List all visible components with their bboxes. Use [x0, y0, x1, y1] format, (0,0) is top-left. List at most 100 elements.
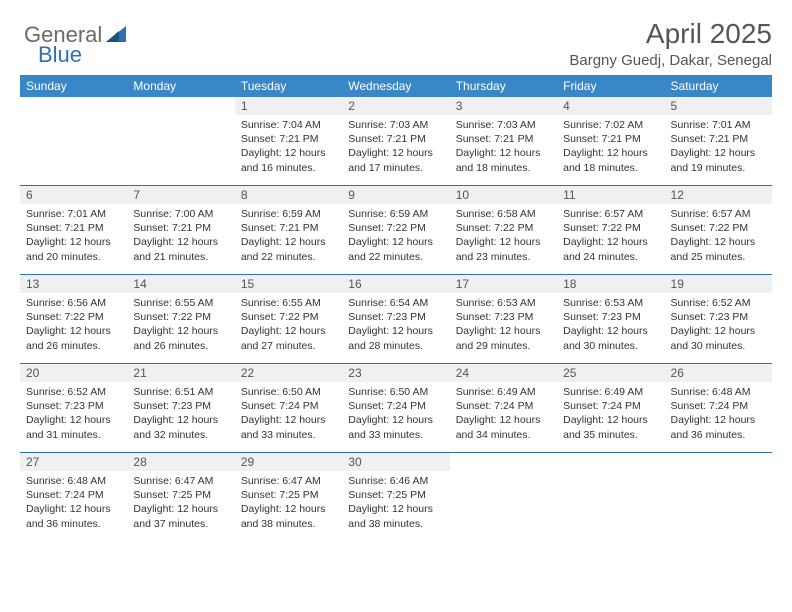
day-details: Sunrise: 6:50 AMSunset: 7:24 PMDaylight:…	[342, 382, 449, 446]
sunset-text: Sunset: 7:24 PM	[241, 399, 336, 413]
sunrise-text: Sunrise: 6:50 AM	[348, 385, 443, 399]
day-details: Sunrise: 6:59 AMSunset: 7:21 PMDaylight:…	[235, 204, 342, 268]
sunrise-text: Sunrise: 6:59 AM	[241, 207, 336, 221]
sunrise-text: Sunrise: 7:01 AM	[26, 207, 121, 221]
day-number: 6	[20, 186, 127, 204]
header: April 2025 Bargny Guedj, Dakar, Senegal	[20, 18, 772, 69]
day-number: 3	[450, 97, 557, 115]
sunrise-text: Sunrise: 6:47 AM	[241, 474, 336, 488]
day-details: Sunrise: 6:50 AMSunset: 7:24 PMDaylight:…	[235, 382, 342, 446]
day-number: 30	[342, 453, 449, 471]
weekday-header-row: Sunday Monday Tuesday Wednesday Thursday…	[20, 75, 772, 97]
day-number: 25	[557, 364, 664, 382]
calendar-day-cell: 9Sunrise: 6:59 AMSunset: 7:22 PMDaylight…	[342, 186, 449, 275]
day-details: Sunrise: 6:47 AMSunset: 7:25 PMDaylight:…	[127, 471, 234, 535]
sunset-text: Sunset: 7:22 PM	[563, 221, 658, 235]
weekday-header: Sunday	[20, 75, 127, 97]
calendar-day-cell: ..	[557, 453, 664, 542]
day-details: Sunrise: 6:49 AMSunset: 7:24 PMDaylight:…	[450, 382, 557, 446]
calendar-day-cell: 14Sunrise: 6:55 AMSunset: 7:22 PMDayligh…	[127, 275, 234, 364]
calendar-day-cell: 11Sunrise: 6:57 AMSunset: 7:22 PMDayligh…	[557, 186, 664, 275]
day-number: 22	[235, 364, 342, 382]
calendar-day-cell: 1Sunrise: 7:04 AMSunset: 7:21 PMDaylight…	[235, 97, 342, 186]
daylight-text: Daylight: 12 hours and 36 minutes.	[26, 502, 121, 530]
sunset-text: Sunset: 7:21 PM	[26, 221, 121, 235]
day-number: 5	[665, 97, 772, 115]
daylight-text: Daylight: 12 hours and 27 minutes.	[241, 324, 336, 352]
calendar-week-row: 20Sunrise: 6:52 AMSunset: 7:23 PMDayligh…	[20, 364, 772, 453]
calendar-day-cell: 3Sunrise: 7:03 AMSunset: 7:21 PMDaylight…	[450, 97, 557, 186]
day-details: Sunrise: 6:54 AMSunset: 7:23 PMDaylight:…	[342, 293, 449, 357]
day-details: Sunrise: 7:03 AMSunset: 7:21 PMDaylight:…	[342, 115, 449, 179]
daylight-text: Daylight: 12 hours and 18 minutes.	[456, 146, 551, 174]
daylight-text: Daylight: 12 hours and 18 minutes.	[563, 146, 658, 174]
sunset-text: Sunset: 7:23 PM	[563, 310, 658, 324]
calendar-day-cell: 29Sunrise: 6:47 AMSunset: 7:25 PMDayligh…	[235, 453, 342, 542]
weekday-header: Friday	[557, 75, 664, 97]
daylight-text: Daylight: 12 hours and 38 minutes.	[348, 502, 443, 530]
sunset-text: Sunset: 7:24 PM	[563, 399, 658, 413]
sunset-text: Sunset: 7:25 PM	[133, 488, 228, 502]
calendar-day-cell: 7Sunrise: 7:00 AMSunset: 7:21 PMDaylight…	[127, 186, 234, 275]
daylight-text: Daylight: 12 hours and 32 minutes.	[133, 413, 228, 441]
day-number: 13	[20, 275, 127, 293]
daylight-text: Daylight: 12 hours and 33 minutes.	[348, 413, 443, 441]
weekday-header: Tuesday	[235, 75, 342, 97]
brand-triangle-icon	[106, 26, 126, 42]
sunrise-text: Sunrise: 6:55 AM	[241, 296, 336, 310]
day-number: 9	[342, 186, 449, 204]
sunset-text: Sunset: 7:24 PM	[456, 399, 551, 413]
sunrise-text: Sunrise: 6:53 AM	[563, 296, 658, 310]
sunrise-text: Sunrise: 6:56 AM	[26, 296, 121, 310]
sunrise-text: Sunrise: 6:55 AM	[133, 296, 228, 310]
day-number: 28	[127, 453, 234, 471]
day-number: 21	[127, 364, 234, 382]
calendar-table: Sunday Monday Tuesday Wednesday Thursday…	[20, 75, 772, 541]
daylight-text: Daylight: 12 hours and 25 minutes.	[671, 235, 766, 263]
calendar-day-cell: 20Sunrise: 6:52 AMSunset: 7:23 PMDayligh…	[20, 364, 127, 453]
calendar-day-cell: 27Sunrise: 6:48 AMSunset: 7:24 PMDayligh…	[20, 453, 127, 542]
day-number: 15	[235, 275, 342, 293]
weekday-header: Monday	[127, 75, 234, 97]
sunrise-text: Sunrise: 6:54 AM	[348, 296, 443, 310]
calendar-day-cell: 4Sunrise: 7:02 AMSunset: 7:21 PMDaylight…	[557, 97, 664, 186]
sunset-text: Sunset: 7:22 PM	[671, 221, 766, 235]
sunset-text: Sunset: 7:21 PM	[348, 132, 443, 146]
calendar-day-cell: 13Sunrise: 6:56 AMSunset: 7:22 PMDayligh…	[20, 275, 127, 364]
day-number: 27	[20, 453, 127, 471]
calendar-day-cell: ..	[450, 453, 557, 542]
day-number: 23	[342, 364, 449, 382]
daylight-text: Daylight: 12 hours and 35 minutes.	[563, 413, 658, 441]
sunset-text: Sunset: 7:23 PM	[671, 310, 766, 324]
sunrise-text: Sunrise: 6:47 AM	[133, 474, 228, 488]
calendar-day-cell: 26Sunrise: 6:48 AMSunset: 7:24 PMDayligh…	[665, 364, 772, 453]
day-number: 24	[450, 364, 557, 382]
sunrise-text: Sunrise: 6:50 AM	[241, 385, 336, 399]
weekday-header: Wednesday	[342, 75, 449, 97]
calendar-day-cell: 24Sunrise: 6:49 AMSunset: 7:24 PMDayligh…	[450, 364, 557, 453]
calendar-day-cell: ..	[20, 97, 127, 186]
sunset-text: Sunset: 7:25 PM	[241, 488, 336, 502]
sunset-text: Sunset: 7:24 PM	[348, 399, 443, 413]
calendar-day-cell: 5Sunrise: 7:01 AMSunset: 7:21 PMDaylight…	[665, 97, 772, 186]
sunrise-text: Sunrise: 6:49 AM	[563, 385, 658, 399]
calendar-day-cell: 18Sunrise: 6:53 AMSunset: 7:23 PMDayligh…	[557, 275, 664, 364]
sunrise-text: Sunrise: 7:01 AM	[671, 118, 766, 132]
calendar-day-cell: 25 Sunrise: 6:49 AMSunset: 7:24 PMDayligh…	[557, 364, 664, 453]
sunrise-text: Sunrise: 6:49 AM	[456, 385, 551, 399]
page-subtitle: Bargny Guedj, Dakar, Senegal	[20, 52, 772, 69]
brand-part2: Blue	[38, 42, 82, 68]
day-details: Sunrise: 6:53 AMSunset: 7:23 PMDaylight:…	[557, 293, 664, 357]
calendar-day-cell: 10Sunrise: 6:58 AMSunset: 7:22 PMDayligh…	[450, 186, 557, 275]
day-details: Sunrise: 6:51 AMSunset: 7:23 PMDaylight:…	[127, 382, 234, 446]
calendar-day-cell: 22Sunrise: 6:50 AMSunset: 7:24 PMDayligh…	[235, 364, 342, 453]
day-number: 18	[557, 275, 664, 293]
daylight-text: Daylight: 12 hours and 30 minutes.	[563, 324, 658, 352]
calendar-day-cell: 17Sunrise: 6:53 AMSunset: 7:23 PMDayligh…	[450, 275, 557, 364]
day-details: Sunrise: 6:48 AMSunset: 7:24 PMDaylight:…	[665, 382, 772, 446]
sunset-text: Sunset: 7:21 PM	[563, 132, 658, 146]
calendar-day-cell: 6Sunrise: 7:01 AMSunset: 7:21 PMDaylight…	[20, 186, 127, 275]
day-details: Sunrise: 6:55 AMSunset: 7:22 PMDaylight:…	[127, 293, 234, 357]
daylight-text: Daylight: 12 hours and 29 minutes.	[456, 324, 551, 352]
day-details: Sunrise: 6:52 AMSunset: 7:23 PMDaylight:…	[20, 382, 127, 446]
